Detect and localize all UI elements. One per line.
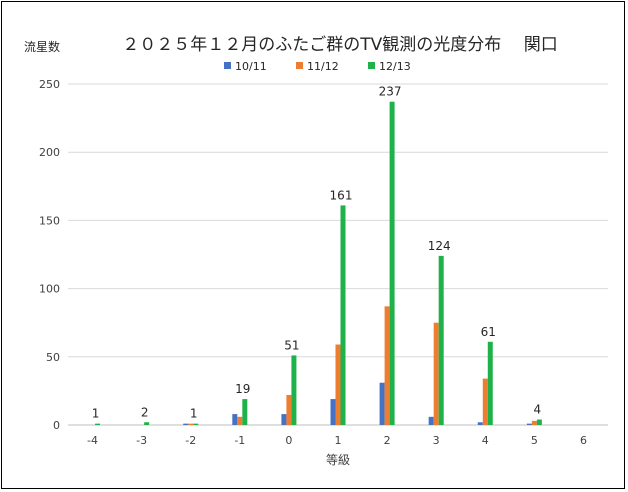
bar-12-13--1 — [242, 399, 248, 425]
bar-10-11-0 — [281, 414, 287, 425]
data-labels: 1 2 1 19 51 161 237 124 61 4 — [92, 85, 541, 421]
x-tick-label: -1 — [234, 434, 245, 447]
legend-label: 11/12 — [307, 60, 339, 73]
x-tick-label: 5 — [531, 434, 538, 447]
x-axis-label: 等級 — [326, 453, 350, 467]
bar-11-12--1 — [237, 416, 243, 425]
y-axis-label: 流星数 — [24, 39, 60, 54]
x-tick-labels: -4 -3 -2 -1 0 1 2 3 4 5 6 — [87, 434, 587, 447]
x-tick-label: 1 — [335, 434, 342, 447]
legend-label: 12/13 — [379, 60, 411, 73]
y-tick-label: 100 — [39, 283, 60, 296]
data-label: 1 — [190, 407, 198, 421]
x-tick-label: 0 — [285, 434, 292, 447]
bar-10-11-5 — [526, 423, 532, 425]
bar-10-11--2 — [183, 423, 189, 425]
y-tick-label: 150 — [39, 214, 60, 227]
data-label: 237 — [379, 85, 402, 99]
bar-11-12-1 — [335, 344, 341, 425]
x-tick-label: -4 — [87, 434, 98, 447]
bar-12-13-1 — [340, 205, 346, 425]
bar-10-11-1 — [330, 399, 336, 425]
y-tick-label: 200 — [39, 146, 60, 159]
x-tick-label: 3 — [433, 434, 440, 447]
data-label: 161 — [330, 188, 353, 202]
gridlines — [68, 83, 608, 426]
bar-12-13-3 — [438, 255, 444, 425]
bar-11-12-5 — [531, 420, 537, 425]
bar-12-13-0 — [291, 355, 297, 425]
y-tick-label: 0 — [53, 419, 60, 432]
bar-12-13-5 — [536, 419, 542, 425]
bar-12-13--2 — [193, 423, 199, 425]
data-label: 124 — [428, 239, 451, 253]
x-tick-label: 6 — [580, 434, 587, 447]
chart-title: ２０２５年１２月のふたご群のTV観測の光度分布 関口 — [122, 35, 557, 55]
legend-swatch — [224, 62, 231, 69]
x-tick-label: -2 — [185, 434, 196, 447]
y-tick-labels: 0 50 100 150 200 250 — [39, 78, 60, 432]
bar-12-13--4 — [95, 423, 101, 425]
bar-12-13-2 — [389, 101, 395, 426]
y-tick-label: 250 — [39, 78, 60, 91]
data-label: 2 — [141, 405, 149, 419]
bar-12-13--3 — [144, 422, 150, 425]
bar-11-12--2 — [188, 423, 194, 425]
data-label: 51 — [284, 338, 299, 352]
bar-10-11-2 — [379, 382, 385, 425]
bar-11-12-4 — [482, 378, 488, 425]
legend-swatch — [368, 62, 375, 69]
y-tick-label: 50 — [46, 351, 60, 364]
x-tick-label: 2 — [384, 434, 391, 447]
legend: 10/11 11/12 12/13 — [224, 60, 411, 73]
data-label: 19 — [235, 382, 250, 396]
legend-label: 10/11 — [235, 60, 267, 73]
data-label: 1 — [92, 407, 100, 421]
legend-swatch — [296, 62, 303, 69]
x-tick-label: 4 — [482, 434, 489, 447]
bar-10-11-3 — [428, 416, 434, 425]
bar-11-12-3 — [433, 322, 439, 425]
bar-12-13-4 — [487, 341, 493, 425]
bar-11-12-2 — [384, 306, 390, 425]
bar-11-12-0 — [286, 394, 292, 425]
data-label: 4 — [534, 403, 542, 417]
bars — [95, 101, 542, 426]
bar-10-11-4 — [477, 422, 483, 425]
data-label: 61 — [481, 325, 496, 339]
bar-10-11--1 — [232, 414, 238, 425]
x-tick-label: -3 — [136, 434, 147, 447]
